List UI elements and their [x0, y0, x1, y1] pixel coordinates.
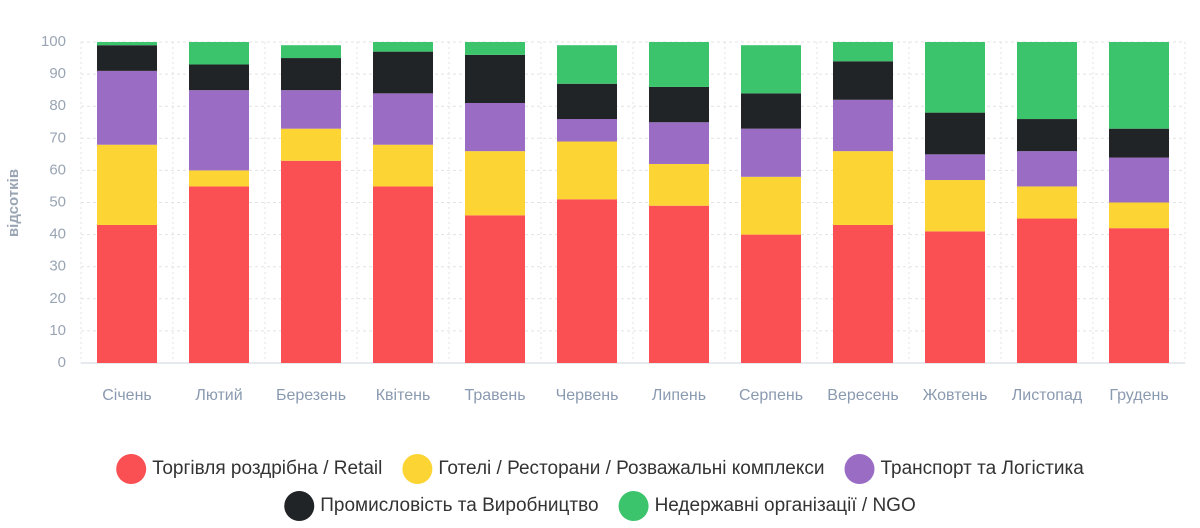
bar-segment	[1109, 228, 1169, 363]
bar-segment	[281, 58, 341, 91]
x-tick-label: Червень	[556, 387, 619, 404]
bar-segment	[1017, 119, 1077, 152]
bar-segment	[649, 86, 709, 123]
bar-segment	[649, 163, 709, 206]
bar-segment	[649, 205, 709, 363]
y-tick-label: 90	[49, 65, 66, 82]
bar-segment	[557, 141, 617, 200]
x-tick-label: Грудень	[1109, 387, 1168, 404]
y-tick-label: 0	[58, 354, 66, 371]
x-tick-label: Березень	[276, 387, 346, 404]
bar-segment	[557, 119, 617, 142]
y-tick-label: 10	[49, 322, 66, 339]
bar-segment	[465, 215, 525, 363]
bar-segment	[373, 42, 433, 52]
x-tick-label: Листопад	[1012, 387, 1083, 404]
bar-segment	[97, 144, 157, 225]
bar-segment	[1017, 42, 1077, 120]
bar-segment	[557, 45, 617, 84]
bar-segment	[1017, 218, 1077, 363]
bar-segment	[281, 45, 341, 59]
y-tick-label: 40	[49, 226, 66, 243]
bar-segment	[189, 90, 249, 171]
legend-label: Транспорт та Логістика	[881, 458, 1085, 479]
bar-segment	[1109, 42, 1169, 129]
bar-segment	[465, 54, 525, 103]
bar-segment	[189, 42, 249, 65]
y-tick-label: 70	[49, 129, 66, 146]
y-tick-label: 30	[49, 258, 66, 275]
x-tick-label: Лютий	[195, 387, 242, 404]
bar-segment	[97, 45, 157, 71]
bar-segment	[925, 42, 985, 113]
x-tick-label: Липень	[652, 387, 706, 404]
bar-segment	[373, 51, 433, 94]
x-tick-label: Вересень	[827, 387, 898, 404]
y-tick-label: 80	[49, 97, 66, 114]
bar-segment	[925, 154, 985, 181]
bar-segment	[741, 128, 801, 177]
x-tick-label: Жовтень	[923, 387, 988, 404]
bar-segment	[465, 42, 525, 55]
bar-segment	[833, 224, 893, 363]
legend-marker	[402, 454, 433, 484]
bar-segment	[741, 176, 801, 235]
bar-segment	[373, 144, 433, 187]
bar-segment	[189, 64, 249, 91]
bar-segment	[557, 83, 617, 120]
bar-segment	[649, 42, 709, 87]
legend-label: Торгівля роздрібна / Retail	[152, 458, 382, 479]
bar-segment	[833, 99, 893, 152]
bar-segment	[97, 70, 157, 145]
legend-label: Готелі / Ресторани / Розважальні комплек…	[438, 458, 824, 479]
bar-segment	[1109, 157, 1169, 203]
bar-segment	[1109, 128, 1169, 158]
y-tick-label: 20	[49, 290, 66, 307]
bar-segment	[925, 112, 985, 155]
bar-segment	[741, 234, 801, 363]
bar-segment	[97, 42, 157, 46]
y-tick-label: 60	[49, 161, 66, 178]
bar-segment	[649, 122, 709, 164]
bar-segment	[373, 186, 433, 363]
legend-label: Недержавні організації / NGO	[655, 495, 916, 516]
bar-segment	[833, 151, 893, 225]
bar-segment	[1017, 151, 1077, 187]
legend-label: Промисловість та Виробництво	[320, 495, 598, 516]
y-tick-label: 100	[41, 33, 66, 50]
x-tick-label: Січень	[102, 387, 152, 404]
legend-marker	[116, 454, 147, 484]
bar-segment	[1109, 202, 1169, 229]
bar-segment	[741, 45, 801, 94]
bar-segment	[925, 180, 985, 232]
bar-segment	[373, 93, 433, 145]
x-tick-label: Травень	[464, 387, 525, 404]
bar-segment	[281, 90, 341, 129]
legend-marker	[618, 491, 649, 521]
bar-segment	[1017, 186, 1077, 219]
bar-segment	[833, 42, 893, 62]
y-tick-label: 50	[49, 193, 66, 210]
bar-segment	[833, 61, 893, 100]
bar-segment	[557, 199, 617, 363]
bar-segment	[189, 186, 249, 363]
bar-segment	[189, 170, 249, 187]
legend-marker	[284, 491, 315, 521]
bar-segment	[97, 224, 157, 363]
bar-segment	[281, 160, 341, 363]
bar-segment	[465, 151, 525, 216]
x-tick-label: Серпень	[739, 387, 803, 404]
legend-marker	[844, 454, 875, 484]
bar-segment	[925, 231, 985, 363]
x-tick-label: Квітень	[376, 387, 431, 404]
bar-segment	[741, 93, 801, 129]
bar-segment	[281, 128, 341, 161]
y-axis-label: відсотків	[5, 169, 22, 237]
bar-segment	[465, 102, 525, 152]
